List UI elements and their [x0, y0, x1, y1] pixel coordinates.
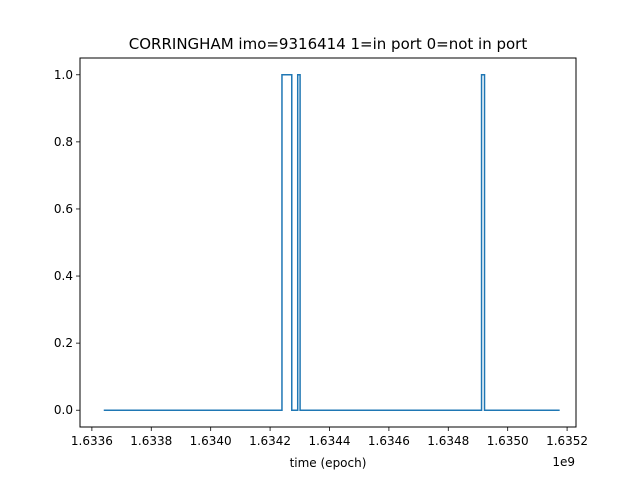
x-tick-label: 1.6344	[308, 434, 350, 448]
y-tick-label: 0.6	[54, 202, 73, 216]
y-axis: 0.0 0.2 0.4 0.6 0.8 1.0	[54, 68, 80, 417]
plot-area	[103, 74, 560, 411]
x-tick-label: 1.6338	[130, 434, 172, 448]
x-tick-label: 1.6342	[249, 434, 291, 448]
chart-title: CORRINGHAM imo=9316414 1=in port 0=not i…	[129, 35, 528, 53]
x-tick-label: 1.6336	[71, 434, 113, 448]
x-tick-label: 1.6340	[190, 434, 232, 448]
y-tick-label: 0.4	[54, 269, 73, 283]
axes-frame	[79, 57, 577, 428]
y-tick-label: 0.2	[54, 336, 73, 350]
x-tick-label: 1.6350	[487, 434, 529, 448]
x-axis-label: time (epoch)	[290, 456, 367, 470]
x-offset-label: 1e9	[552, 455, 575, 469]
x-tick-label: 1.6348	[427, 434, 469, 448]
y-tick-label: 1.0	[54, 68, 73, 82]
series-line-0	[103, 74, 560, 411]
x-axis: 1.6336 1.6338 1.6340 1.6342 1.6344 1.6346 1.63…	[71, 427, 588, 448]
x-tick-label: 1.6346	[368, 434, 410, 448]
y-tick-label: 0.0	[54, 403, 73, 417]
y-tick-label: 0.8	[54, 135, 73, 149]
x-tick-label: 1.6352	[546, 434, 588, 448]
